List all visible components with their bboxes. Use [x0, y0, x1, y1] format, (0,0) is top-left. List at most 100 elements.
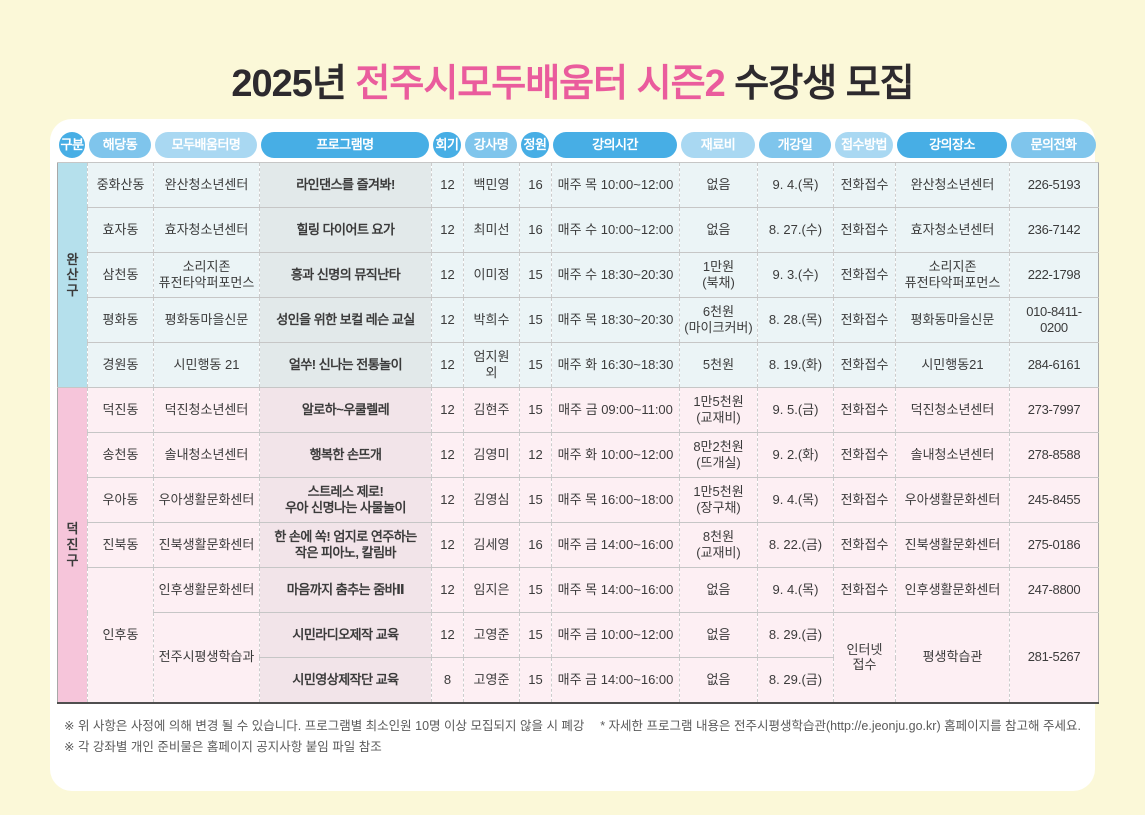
column-header-program: 모두배움터명 [153, 132, 259, 158]
cell-sessions: 12 [431, 207, 464, 253]
column-header-pill: 개강일 [759, 132, 831, 158]
cell-instructor: 김영미 [463, 432, 520, 478]
cell-place: 평생학습관 [895, 612, 1010, 703]
cell-capacity: 16 [519, 207, 552, 253]
cell-time: 매주 목 16:00~18:00 [551, 477, 680, 523]
group-label-blue: 완 산 구 [57, 162, 88, 388]
column-header-undefined: 문의전화 [1009, 132, 1098, 158]
cell-time: 매주 금 14:00~16:00 [551, 522, 680, 568]
column-header-pill: 구분 [59, 132, 85, 158]
table-header: 구분 해당동 모두배움터명 프로그램명 회기 강사명 정원 강의시간 재료비 개강일 접수방법 강의장… [57, 132, 1096, 158]
cell-method: 전화접수 [833, 387, 896, 433]
cell-capacity: 15 [519, 612, 552, 658]
cell-dong: 진북동 [87, 522, 154, 568]
table-row: 송천동 솔내청소년센터 행복한 손뜨개 12 김영미 12 매주 화 10:00~12:00… [58, 432, 1099, 478]
cell-fee: 1만5천원 (교재비) [679, 387, 758, 433]
cell-capacity: 15 [519, 252, 552, 298]
cell-instructor: 고영준 [463, 657, 520, 703]
cell-method: 전화접수 [833, 477, 896, 523]
cell-dong: 중화산동 [87, 162, 154, 208]
page-title: 2025년 전주시모두배움터 시즌2 수강생 모집 [0, 52, 1145, 107]
cell-fee: 없음 [679, 162, 758, 208]
cell-center: 전주시평생학습과 [153, 612, 260, 703]
cell-instructor: 박희수 [463, 297, 520, 343]
cell-start: 8. 27.(수) [757, 207, 834, 253]
cell-place: 효자청소년센터 [895, 207, 1010, 253]
cell-instructor: 김영심 [463, 477, 520, 523]
cell-dong: 송천동 [87, 432, 154, 478]
cell-fee: 1만원 (북채) [679, 252, 758, 298]
cell-program: 한 손에 쏙! 엄지로 연주하는 작은 피아노, 칼림바 [259, 522, 432, 568]
cell-program: 시민영상제작단 교육 [259, 657, 432, 703]
cell-sessions: 8 [431, 657, 464, 703]
cell-method: 전화접수 [833, 162, 896, 208]
cell-dong: 우아동 [87, 477, 154, 523]
cell-method: 전화접수 [833, 432, 896, 478]
cell-time: 매주 목 18:30~20:30 [551, 297, 680, 343]
cell-time: 매주 목 10:00~12:00 [551, 162, 680, 208]
cell-sessions: 12 [431, 387, 464, 433]
cell-fee: 없음 [679, 207, 758, 253]
cell-capacity: 15 [519, 297, 552, 343]
column-header-pill: 강의시간 [553, 132, 677, 158]
cell-start: 8. 19.(화) [757, 342, 834, 388]
column-header-method: 개강일 [757, 132, 833, 158]
column-header-place: 접수방법 [833, 132, 895, 158]
cell-place: 덕진청소년센터 [895, 387, 1010, 433]
table-row: 평화동 평화동마을신문 성인을 위한 보컬 레슨 교실 12 박희수 15 매주 목 18:… [58, 297, 1099, 343]
column-header-phone: 강의장소 [895, 132, 1009, 158]
cell-capacity: 16 [519, 522, 552, 568]
cell-instructor: 엄지원 외 [463, 342, 520, 388]
cell-sessions: 12 [431, 252, 464, 298]
cell-place: 시민행동21 [895, 342, 1010, 388]
cell-start: 9. 4.(목) [757, 567, 834, 613]
cell-program: 얼쑤! 신나는 전통놀이 [259, 342, 432, 388]
cell-instructor: 김세영 [463, 522, 520, 568]
cell-fee: 6천원 (마이크커버) [679, 297, 758, 343]
cell-time: 매주 금 14:00~16:00 [551, 657, 680, 703]
cell-dong: 효자동 [87, 207, 154, 253]
table-row: 효자동 효자청소년센터 힐링 다이어트 요가 12 최미선 16 매주 수 10:00~12… [58, 207, 1099, 253]
cell-sessions: 12 [431, 297, 464, 343]
footnote-right: * 자세한 프로그램 내용은 전주시평생학습관(http://e.jeonju.… [600, 718, 1081, 733]
column-header-pill: 해당동 [89, 132, 151, 158]
cell-capacity: 15 [519, 567, 552, 613]
table-row: 경원동 시민행동 21 얼쑤! 신나는 전통놀이 12 엄지원 외 15 매주 화 16:3… [58, 342, 1099, 388]
cell-program: 흥과 신명의 뮤직난타 [259, 252, 432, 298]
cell-program: 성인을 위한 보컬 레슨 교실 [259, 297, 432, 343]
cell-capacity: 15 [519, 342, 552, 388]
cell-center: 진북생활문화센터 [153, 522, 260, 568]
cell-phone: 281-5267 [1009, 612, 1099, 703]
cell-sessions: 12 [431, 477, 464, 523]
cell-start: 9. 5.(금) [757, 387, 834, 433]
cell-dong: 경원동 [87, 342, 154, 388]
cell-capacity: 15 [519, 477, 552, 523]
page-title-highlight: 전주시모두배움터 시즌2 [355, 63, 725, 105]
cell-fee: 1만5천원 (장구채) [679, 477, 758, 523]
cell-place: 솔내청소년센터 [895, 432, 1010, 478]
cell-capacity: 12 [519, 432, 552, 478]
page-title-prefix: 2025년 [231, 63, 356, 105]
column-header-fee: 강의시간 [551, 132, 679, 158]
cell-method: 전화접수 [833, 297, 896, 343]
cell-phone: 226-5193 [1009, 162, 1099, 208]
cell-fee: 없음 [679, 657, 758, 703]
footnotes: ※ 위 사항은 사정에 의해 변경 될 수 있습니다. 프로그램별 최소인원 1… [64, 716, 1081, 760]
cell-phone: 273-7997 [1009, 387, 1099, 433]
page-title-suffix: 수강생 모집 [724, 63, 914, 105]
column-header-start: 재료비 [679, 132, 757, 158]
table-row: 우아동 우아생활문화센터 스트레스 제로! 우아 신명나는 사물놀이 12 김영심 15 매… [58, 477, 1099, 523]
cell-start: 8. 28.(목) [757, 297, 834, 343]
cell-start: 9. 2.(화) [757, 432, 834, 478]
cell-center: 시민행동 21 [153, 342, 260, 388]
table-row: 전주시평생학습과 시민라디오제작 교육 12 고영준 15 매주 금 10:00~12:0… [58, 612, 1099, 703]
table-row: 완 산 구 중화산동 완산청소년센터 라인댄스를 즐겨봐! 12 백민영 16 매주 목 10… [57, 162, 1099, 388]
program-table: 완 산 구 중화산동 완산청소년센터 라인댄스를 즐겨봐! 12 백민영 16 매주 목 10… [57, 162, 1099, 704]
cell-fee: 8천원 (교재비) [679, 522, 758, 568]
column-header-pill: 문의전화 [1011, 132, 1096, 158]
cell-instructor: 이미정 [463, 252, 520, 298]
table-row: 삼천동 소리지존 퓨전타악퍼포먼스 흥과 신명의 뮤직난타 12 이미정 15 매주 수 1… [58, 252, 1099, 298]
cell-program: 힐링 다이어트 요가 [259, 207, 432, 253]
cell-sessions: 12 [431, 522, 464, 568]
cell-phone: 010-8411-0200 [1009, 297, 1099, 343]
